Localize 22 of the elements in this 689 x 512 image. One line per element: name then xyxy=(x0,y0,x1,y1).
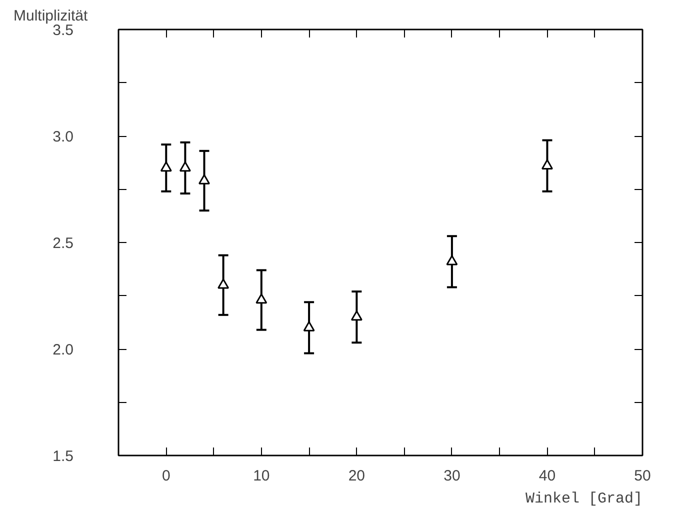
x-tick-label: 50 xyxy=(634,468,651,484)
y-tick-label: 2.0 xyxy=(52,342,74,358)
point xyxy=(218,278,230,289)
y-tick-label: 1.5 xyxy=(52,448,74,465)
y-tick-label: 2.5 xyxy=(52,235,74,252)
x-tick-label: 30 xyxy=(444,468,460,484)
point xyxy=(350,310,362,321)
x-tick-label: 10 xyxy=(253,468,270,484)
x-tick-label: 20 xyxy=(348,468,366,484)
point xyxy=(198,174,210,184)
x-tick-label: 40 xyxy=(538,468,556,484)
x-axis-title: Winkel [Grad] xyxy=(525,490,643,508)
point xyxy=(256,293,268,304)
point xyxy=(179,161,191,172)
point xyxy=(541,159,553,170)
y-tick-label: 3.5 xyxy=(52,22,74,39)
point xyxy=(303,321,315,332)
point xyxy=(160,161,172,172)
point xyxy=(446,255,458,266)
x-tick-label: 0 xyxy=(162,468,170,484)
y-tick-label: 3.0 xyxy=(52,128,74,146)
y-axis-title: Multiplizität xyxy=(14,8,89,24)
